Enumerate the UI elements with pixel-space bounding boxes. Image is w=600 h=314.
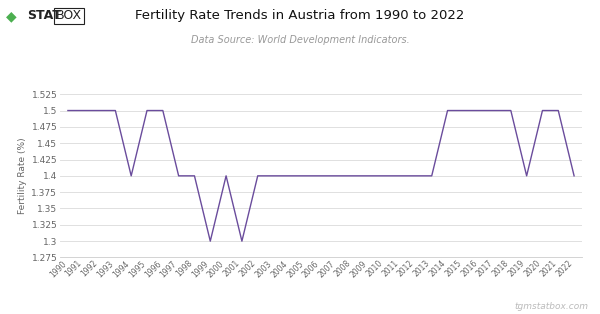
- Y-axis label: Fertility Rate (%): Fertility Rate (%): [18, 138, 27, 214]
- Text: Fertility Rate Trends in Austria from 1990 to 2022: Fertility Rate Trends in Austria from 19…: [136, 9, 464, 22]
- Text: ◆: ◆: [6, 9, 22, 24]
- Text: Data Source: World Development Indicators.: Data Source: World Development Indicator…: [191, 35, 409, 45]
- Text: BOX: BOX: [56, 9, 82, 22]
- Text: STAT: STAT: [27, 9, 61, 22]
- Text: tgmstatbox.com: tgmstatbox.com: [514, 302, 588, 311]
